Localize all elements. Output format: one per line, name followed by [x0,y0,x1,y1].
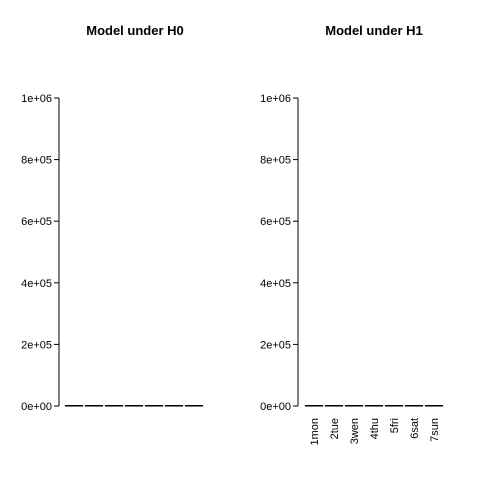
bar [304,405,324,407]
panel-h1: Model under H1 0e+00 2e+05 4e+05 6e+05 8e+05… [260,23,444,446]
y-tick-label: 4e+05 [260,278,291,290]
panel-h1-title: Model under H1 [325,23,423,38]
x-tick-label: 7sun [429,418,441,442]
panel-h0-bars [64,405,204,407]
bar [184,405,204,407]
y-tick-label: 8e+05 [21,155,52,167]
y-tick-label: 8e+05 [260,155,291,167]
y-tick-label: 1e+06 [260,93,291,105]
x-tick-label: 4thu [369,418,381,439]
y-tick-label: 2e+05 [21,339,52,351]
bar [364,405,384,407]
x-tick-label: 5fri [389,418,401,433]
bar [124,405,144,407]
panel-h1-bars [304,405,444,407]
bar [404,405,424,407]
y-tick-label: 6e+05 [260,216,291,228]
bar [384,405,404,407]
bar [144,405,164,407]
x-tick-label: 6sat [409,418,421,439]
panel-h0-title: Model under H0 [86,23,184,38]
y-tick-label: 6e+05 [21,216,52,228]
bar [104,405,124,407]
y-tick-label: 0e+00 [21,401,52,413]
panel-h1-x-labels: 1mon 2tue 3wen 4thu 5fri 6sat 7sun [309,418,441,446]
x-tick-label: 1mon [309,418,321,446]
y-tick-label: 4e+05 [21,278,52,290]
x-tick-label: 3wen [349,418,361,444]
panel-h0-y-axis: 0e+00 2e+05 4e+05 6e+05 8e+05 1e+06 [21,93,60,413]
bar [84,405,104,407]
panel-h1-y-axis: 0e+00 2e+05 4e+05 6e+05 8e+05 1e+06 [260,93,299,413]
bar [164,405,184,407]
y-tick-label: 1e+06 [21,93,52,105]
bar [324,405,344,407]
bar [424,405,444,407]
x-tick-label: 2tue [329,418,341,439]
y-tick-label: 0e+00 [260,401,291,413]
y-tick-label: 2e+05 [260,339,291,351]
panel-h0: Model under H0 0e+00 2e+05 4e+05 6e+05 8e+05… [21,23,204,413]
bar [64,405,84,407]
bar [344,405,364,407]
